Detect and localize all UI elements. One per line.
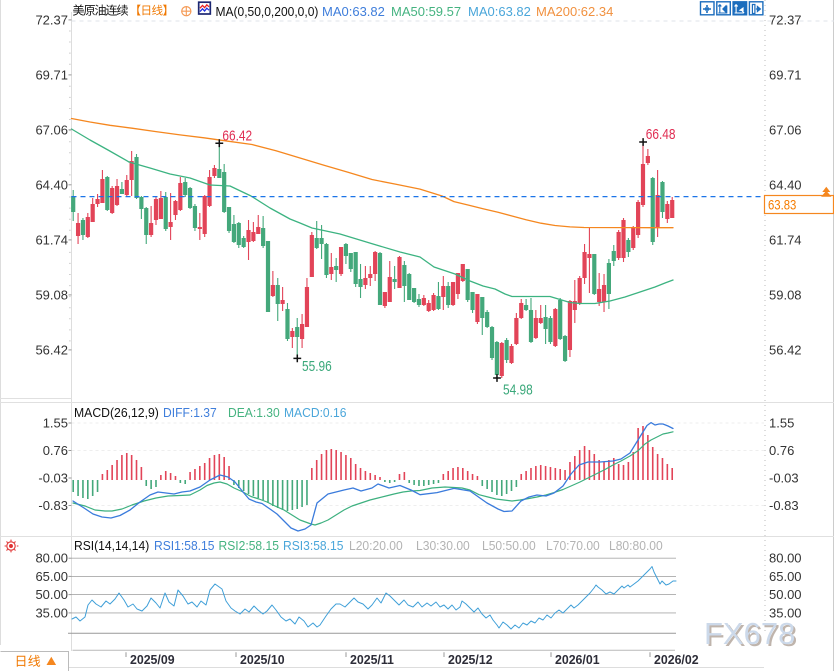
svg-text:35.00: 35.00	[769, 605, 802, 620]
svg-text:35.00: 35.00	[35, 605, 68, 620]
svg-text:67.06: 67.06	[35, 122, 68, 137]
svg-text:-0.03: -0.03	[769, 471, 799, 486]
svg-text:MACD(26,12,9): MACD(26,12,9)	[74, 406, 159, 420]
svg-text:-0.03: -0.03	[38, 471, 68, 486]
svg-text:64.40: 64.40	[35, 177, 68, 192]
svg-text:MA0:63.82: MA0:63.82	[322, 4, 385, 19]
svg-text:L70:70.00: L70:70.00	[546, 539, 600, 553]
svg-text:72.37: 72.37	[35, 12, 68, 27]
svg-text:DEA:1.30: DEA:1.30	[228, 406, 280, 420]
svg-text:56.42: 56.42	[35, 342, 68, 357]
svg-text:1.55: 1.55	[769, 416, 794, 431]
svg-text:MA(0,50,0,200,0,0): MA(0,50,0,200,0,0)	[216, 5, 319, 20]
svg-text:1.55: 1.55	[43, 416, 68, 431]
svg-text:66.48: 66.48	[646, 126, 676, 142]
svg-text:55.96: 55.96	[302, 358, 332, 374]
svg-text:64.40: 64.40	[769, 177, 802, 192]
svg-text:L20:20.00: L20:20.00	[349, 539, 403, 553]
svg-text:L30:30.00: L30:30.00	[416, 539, 470, 553]
svg-text:50.00: 50.00	[35, 587, 68, 602]
svg-text:56.42: 56.42	[769, 342, 802, 357]
svg-text:0.76: 0.76	[769, 443, 794, 458]
svg-text:2025/10: 2025/10	[240, 653, 285, 667]
svg-text:69.71: 69.71	[769, 67, 802, 82]
svg-text:61.74: 61.74	[35, 232, 68, 247]
svg-text:L50:50.00: L50:50.00	[482, 539, 536, 553]
svg-text:67.06: 67.06	[769, 122, 802, 137]
svg-text:61.74: 61.74	[769, 232, 802, 247]
svg-text:65.00: 65.00	[769, 569, 802, 584]
svg-text:2026/01: 2026/01	[555, 653, 600, 667]
svg-text:72.37: 72.37	[769, 12, 802, 27]
svg-text:RSI1:58.15: RSI1:58.15	[154, 539, 214, 553]
svg-text:MACD:0.16: MACD:0.16	[284, 406, 346, 420]
svg-text:FX678: FX678	[706, 618, 797, 653]
svg-text:66.42: 66.42	[222, 127, 252, 143]
svg-text:50.00: 50.00	[769, 587, 802, 602]
svg-text:DIFF:1.37: DIFF:1.37	[163, 406, 217, 420]
svg-text:54.98: 54.98	[503, 381, 533, 397]
svg-text:0.76: 0.76	[43, 443, 68, 458]
svg-text:RSI(14,14,14): RSI(14,14,14)	[74, 539, 149, 553]
svg-text:-0.83: -0.83	[769, 498, 799, 513]
svg-text:RSI2:58.15: RSI2:58.15	[219, 539, 279, 553]
svg-text:L80:80.00: L80:80.00	[609, 539, 663, 553]
svg-text:80.00: 80.00	[35, 551, 68, 566]
svg-text:2025/09: 2025/09	[130, 653, 175, 667]
svg-text:2025/11: 2025/11	[350, 653, 394, 667]
svg-text:59.08: 59.08	[35, 287, 68, 302]
svg-text:65.00: 65.00	[35, 569, 68, 584]
svg-text:FX678: FX678	[704, 616, 795, 651]
svg-text:59.08: 59.08	[769, 287, 802, 302]
svg-text:-0.83: -0.83	[38, 498, 68, 513]
svg-text:80.00: 80.00	[769, 551, 802, 566]
svg-text:MA0:63.82: MA0:63.82	[468, 4, 531, 19]
svg-text:MA50:59.57: MA50:59.57	[391, 4, 461, 19]
svg-text:69.71: 69.71	[35, 67, 68, 82]
svg-text:RSI3:58.15: RSI3:58.15	[283, 539, 343, 553]
svg-text:63.83: 63.83	[768, 197, 796, 212]
svg-text:2025/12: 2025/12	[448, 653, 493, 667]
svg-text:2026/02: 2026/02	[654, 653, 699, 667]
svg-text:MA200:62.34: MA200:62.34	[536, 4, 613, 19]
